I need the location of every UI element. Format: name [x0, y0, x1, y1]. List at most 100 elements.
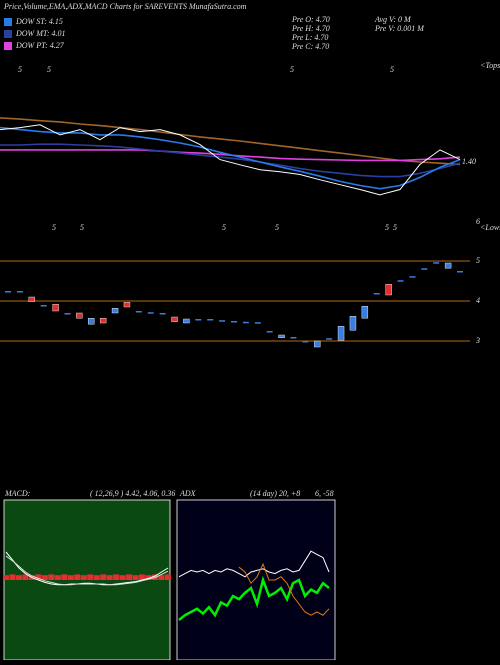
y-tick-label: 3 — [475, 336, 480, 345]
bottom-mark: 5 — [222, 223, 226, 232]
candle — [40, 305, 47, 307]
candle — [444, 262, 452, 269]
candle — [111, 308, 119, 314]
macd-bar — [41, 575, 48, 580]
candle — [123, 302, 131, 308]
bottom-mark: 5 — [52, 223, 56, 232]
macd-bar — [35, 574, 42, 580]
bottom-mark: 5 — [385, 223, 389, 232]
candle — [99, 318, 107, 324]
macd-bar — [80, 575, 87, 580]
title: Price,Volume,EMA,ADX,MACD Charts for SAR… — [3, 2, 247, 11]
top-mark: 5 — [290, 65, 294, 74]
candle — [385, 284, 392, 296]
candle — [349, 316, 357, 331]
adx-line — [238, 562, 330, 616]
candle — [457, 271, 463, 273]
candle — [266, 331, 273, 333]
candle — [195, 319, 202, 321]
adx-line — [178, 550, 330, 578]
macd-bar — [126, 574, 133, 580]
price-line — [0, 117, 461, 166]
info-text: Pre V: 0.001 M — [374, 24, 425, 33]
candle — [171, 316, 178, 323]
macd-bar — [48, 574, 55, 580]
macd-bar — [100, 574, 107, 580]
macd-bar — [93, 575, 100, 580]
y-tick-label: 5 — [476, 256, 480, 265]
candle — [219, 320, 226, 322]
top-mark: 5 — [47, 65, 51, 74]
info-text: Pre C: 4.70 — [291, 42, 329, 51]
macd-bar — [22, 574, 29, 580]
macd-bar — [61, 574, 68, 580]
last-label: 1.40 — [462, 157, 476, 166]
candle — [254, 322, 261, 324]
macd-line — [5, 551, 169, 586]
macd-bar — [113, 574, 120, 580]
candle — [409, 276, 416, 278]
macd-bar — [145, 575, 152, 580]
candle — [76, 312, 83, 319]
candle — [5, 291, 11, 293]
candle — [290, 337, 297, 339]
candle — [242, 321, 249, 324]
candle — [88, 318, 95, 325]
candle — [302, 341, 309, 343]
adx-params2: 6, -58 — [315, 489, 334, 498]
macd-bar — [119, 575, 126, 580]
bottom-mark: 5 — [80, 223, 84, 232]
macd-bar — [139, 574, 146, 580]
candle — [433, 262, 440, 264]
candle — [135, 311, 142, 313]
macd-bar — [15, 575, 22, 580]
macd-bar — [132, 575, 139, 580]
macd-bar — [165, 574, 171, 580]
bottom-mark: 5 — [275, 223, 279, 232]
info-text: Pre L: 4.70 — [291, 33, 328, 42]
adx-panel — [176, 499, 336, 661]
macd-bar — [158, 575, 165, 580]
macd-label: MACD: — [4, 489, 31, 498]
adx-line — [178, 575, 330, 621]
price-line — [0, 143, 461, 178]
candle — [52, 304, 59, 312]
legend-swatch — [4, 18, 12, 26]
candle — [314, 340, 321, 348]
lows-label: <Lows — [480, 223, 500, 232]
macd-bar — [3, 575, 9, 580]
bottom-mark: 5 — [393, 223, 397, 232]
macd-line — [5, 555, 169, 586]
price-line — [0, 126, 461, 190]
candle — [28, 296, 35, 303]
candle — [16, 291, 23, 293]
macd-params: ( 12,26,9 ) 4.42, 4.06, 0.36 — [90, 489, 175, 498]
corner-label: 6 — [476, 217, 480, 226]
candle — [207, 319, 214, 321]
top-mark: 5 — [390, 65, 394, 74]
legend-label: DOW PT: 4.27 — [15, 41, 65, 50]
legend-label: DOW MT: 4.01 — [15, 29, 66, 38]
top-mark: 5 — [18, 65, 22, 74]
candle — [64, 313, 71, 315]
macd-bar — [67, 575, 74, 580]
candle — [421, 268, 428, 270]
candle — [231, 321, 237, 323]
legend-swatch — [4, 30, 12, 38]
candle — [361, 306, 369, 319]
macd-bar — [54, 575, 61, 580]
macd-bar — [74, 574, 81, 580]
legend-label: DOW ST: 4.15 — [15, 17, 63, 26]
price-line — [0, 124, 461, 196]
y-tick-label: 4 — [476, 296, 480, 305]
macd-bar — [9, 574, 16, 580]
tops-label: <Tops — [480, 61, 500, 70]
legend-swatch — [4, 42, 12, 50]
candle — [278, 334, 285, 338]
info-text: Avg V: 0 M — [374, 15, 412, 24]
macd-bar — [106, 575, 113, 580]
candle — [397, 280, 404, 282]
info-text: Pre O: 4.70 — [291, 15, 330, 24]
